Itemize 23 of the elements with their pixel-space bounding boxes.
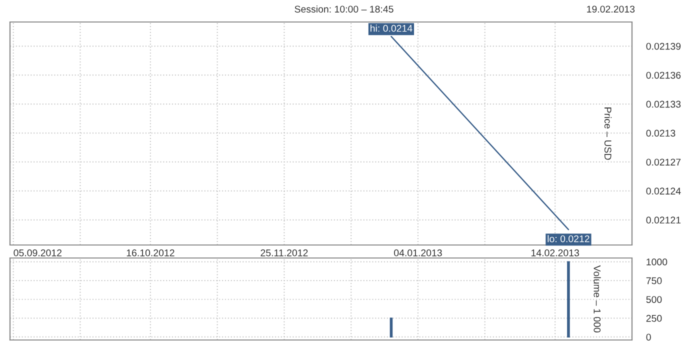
y-tick-label: 0.02127	[646, 158, 681, 166]
y-tick-label: 0.02133	[646, 100, 681, 108]
y-tick-label: 0.02139	[646, 42, 681, 50]
y-tick-label: 0.02136	[646, 72, 681, 79]
y-axis-title: Price – USD	[604, 108, 612, 160]
y-tick-label: 0	[646, 334, 651, 341]
y-tick-label: 0.02121	[646, 216, 681, 224]
annotation: hi: 0.0214	[370, 24, 412, 32]
x-tick-label: 04.01.2013	[394, 249, 442, 256]
y-tick-label: 500	[646, 296, 662, 303]
x-tick-label: 25.11.2012	[260, 249, 308, 256]
y-tick-label: 0.02124	[646, 188, 681, 195]
x-tick-label: 16.10.2012	[126, 249, 174, 256]
y-tick-label: 1000	[646, 258, 668, 266]
y-tick-label: 250	[646, 314, 662, 322]
y-axis-title: Volume – 1 000	[594, 265, 601, 332]
y-tick-label: 750	[646, 277, 662, 284]
annotation: lo: 0.0212	[548, 235, 590, 242]
chart-title: Session: 10:00 – 18:45	[294, 5, 394, 13]
x-tick-label: 14.02.2013	[532, 249, 579, 256]
x-tick-label: 05.09.2012	[14, 249, 62, 256]
y-tick-label: 0.0213	[646, 130, 676, 137]
text: 19.02.2013	[587, 6, 635, 13]
